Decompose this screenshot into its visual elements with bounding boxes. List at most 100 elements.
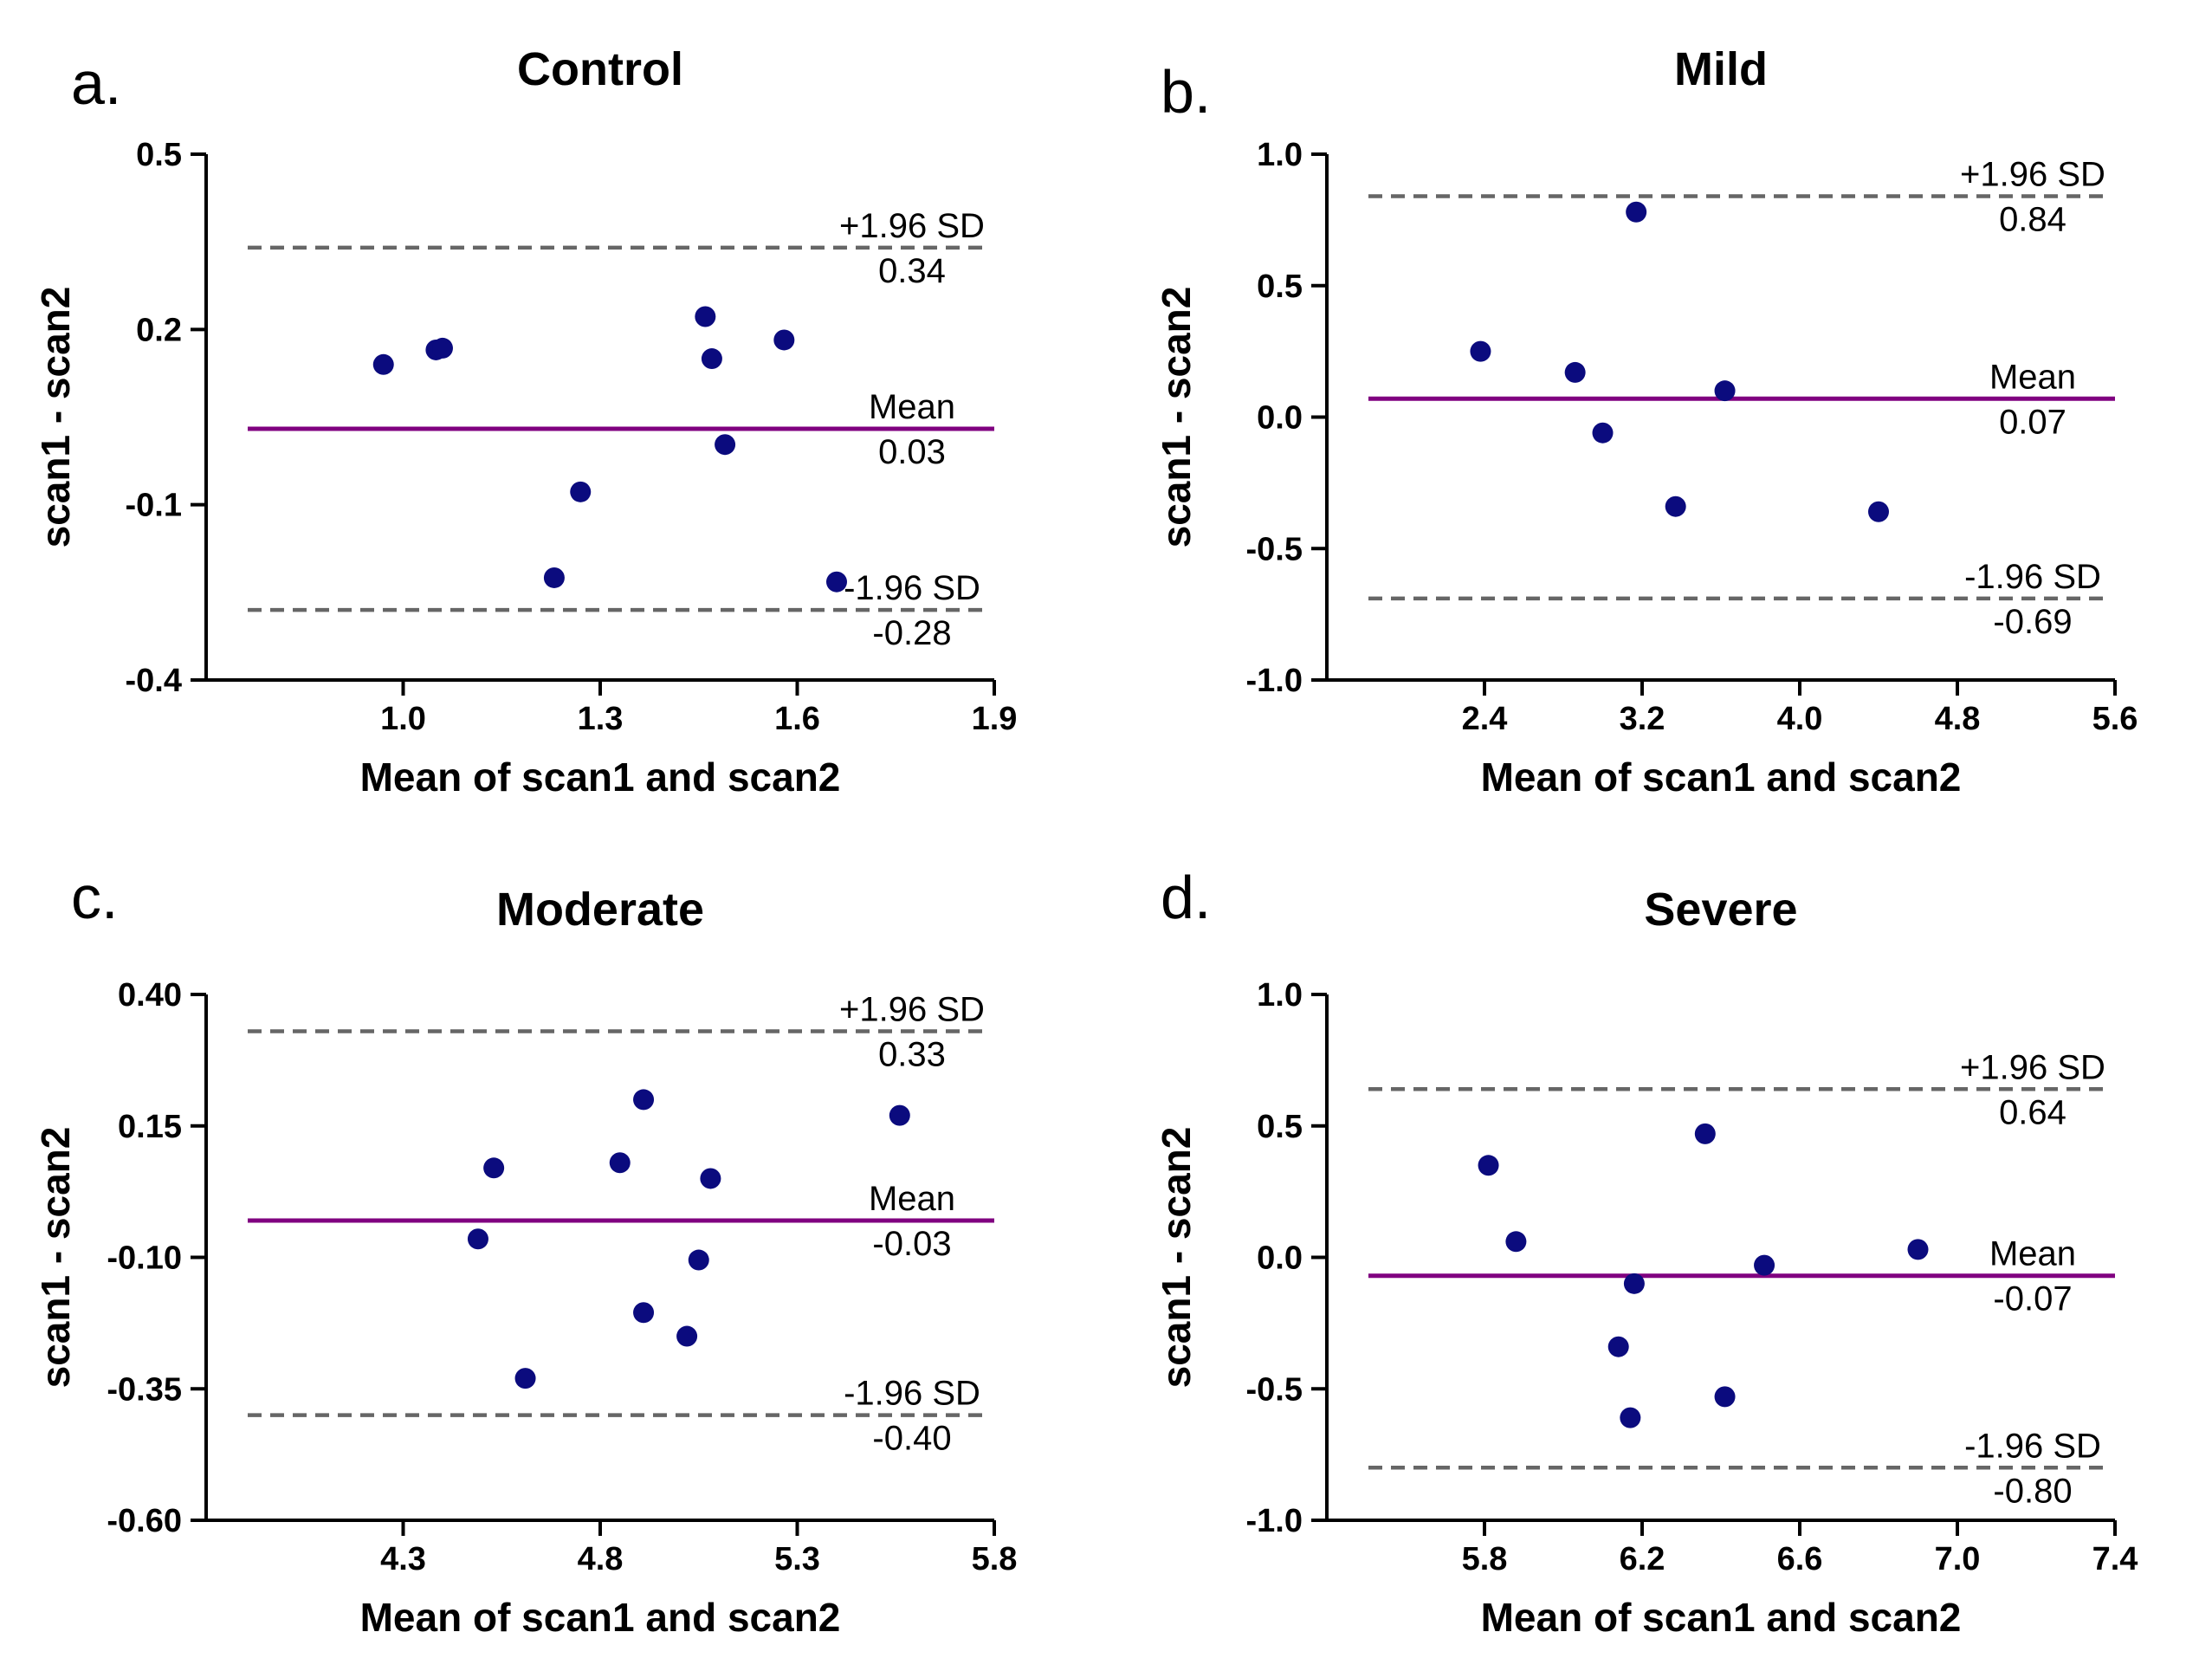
chart-panel-mild: b. Mild 1.0 0.5 0.0 -0.5 -1.0 2.4 3.2 4.0 4.8 5.6 Me… — [1154, 43, 2138, 800]
y-tick-label: 0.5 — [136, 137, 182, 173]
data-point — [1714, 1386, 1736, 1408]
y-tick-label: 0.0 — [1257, 1240, 1303, 1277]
y-tick-label: 0.5 — [1257, 269, 1303, 305]
lower-limit-value: -0.40 — [872, 1420, 951, 1458]
x-tick-label: 5.8 — [972, 1541, 1018, 1577]
x-tick-label: 6.6 — [1777, 1541, 1823, 1577]
mean-label: Mean — [1989, 358, 2076, 396]
data-point — [1626, 201, 1647, 223]
upper-limit-label: +1.96 SD — [1960, 156, 2105, 194]
chart-panel-control: a. Control 0.5 0.2 -0.1 -0.4 1.0 1.3 1.6 1.9 Mean … — [33, 43, 1017, 800]
data-point — [570, 481, 592, 502]
mean-value: -0.03 — [872, 1225, 951, 1263]
x-tick-label: 1.3 — [578, 701, 624, 737]
y-axis-label: scan1 - scan2 — [33, 287, 78, 548]
y-tick-label: 0.5 — [1257, 1109, 1303, 1145]
data-point — [1607, 1336, 1629, 1357]
data-point — [1754, 1254, 1775, 1276]
x-axis-label: Mean of scan1 and scan2 — [360, 1595, 841, 1640]
mean-value: 0.07 — [1999, 403, 2066, 441]
x-tick-label: 5.6 — [2092, 701, 2138, 737]
panel-title: Control — [517, 43, 683, 95]
lower-limit-label: -1.96 SD — [1964, 558, 2101, 596]
x-axis-label: Mean of scan1 and scan2 — [1481, 755, 1962, 800]
data-point — [609, 1152, 631, 1174]
data-point — [1623, 1273, 1645, 1294]
data-point — [889, 1104, 910, 1126]
panel-title: Severe — [1644, 884, 1797, 936]
panel-letter: c. — [71, 864, 118, 931]
x-tick-label: 4.8 — [1935, 701, 1981, 737]
lower-limit-value: -0.69 — [1993, 603, 2072, 641]
data-point — [1620, 1407, 1641, 1428]
y-tick-label: 0.0 — [1257, 400, 1303, 437]
y-tick-label: 0.15 — [118, 1109, 182, 1145]
chart-panel-severe: d. Severe 1.0 0.5 0.0 -0.5 -1.0 5.8 6.2 6.6 7.0 7.4… — [1154, 864, 2138, 1640]
upper-limit-value: 0.64 — [1999, 1093, 2066, 1131]
upper-limit-label: +1.96 SD — [839, 990, 985, 1028]
panel-letter: d. — [1161, 864, 1211, 931]
mean-label: Mean — [869, 388, 955, 426]
y-tick-label: -0.5 — [1246, 531, 1303, 567]
chart-panel-moderate: c. Moderate 0.40 0.15 -0.10 -0.35 -0.60 4.3 4.8 5… — [33, 864, 1017, 1640]
data-point — [543, 567, 565, 588]
x-tick-label: 5.3 — [774, 1541, 820, 1577]
upper-limit-value: 0.33 — [878, 1035, 946, 1073]
y-tick-label: -0.5 — [1246, 1371, 1303, 1408]
data-point — [700, 1168, 721, 1189]
y-tick-label: -0.10 — [107, 1240, 182, 1277]
x-tick-label: 2.4 — [1462, 701, 1508, 737]
x-tick-label: 7.4 — [2092, 1541, 2138, 1577]
y-tick-label: -0.4 — [126, 663, 182, 699]
data-point — [1592, 422, 1614, 444]
data-point — [467, 1228, 488, 1250]
data-point — [514, 1368, 536, 1389]
data-point — [1694, 1123, 1716, 1144]
lower-limit-label: -1.96 SD — [1964, 1427, 2101, 1465]
x-tick-label: 4.0 — [1777, 701, 1823, 737]
x-tick-label: 5.8 — [1462, 1541, 1508, 1577]
x-tick-label: 4.3 — [380, 1541, 426, 1577]
upper-limit-value: 0.84 — [1999, 201, 2066, 239]
upper-limit-value: 0.34 — [878, 252, 946, 290]
data-point — [1505, 1231, 1527, 1253]
y-tick-label: -1.0 — [1246, 1503, 1303, 1539]
y-tick-label: -0.1 — [126, 488, 182, 524]
data-point — [715, 434, 736, 456]
y-tick-label: -0.60 — [107, 1503, 182, 1539]
mean-label: Mean — [869, 1180, 955, 1218]
data-point — [483, 1157, 505, 1179]
y-axis-label: scan1 - scan2 — [33, 1127, 78, 1389]
data-point — [633, 1089, 655, 1111]
x-tick-label: 1.6 — [774, 701, 820, 737]
x-axis-label: Mean of scan1 and scan2 — [360, 755, 841, 800]
panel-title: Moderate — [496, 884, 704, 936]
upper-limit-label: +1.96 SD — [839, 207, 985, 245]
y-axis-label: scan1 - scan2 — [1154, 1127, 1199, 1389]
data-point — [1564, 361, 1586, 383]
mean-label: Mean — [1989, 1235, 2076, 1273]
data-point — [688, 1249, 709, 1271]
y-tick-label: 0.2 — [136, 312, 182, 348]
x-tick-label: 3.2 — [1620, 701, 1665, 737]
upper-limit-label: +1.96 SD — [1960, 1048, 2105, 1086]
mean-value: -0.07 — [1993, 1280, 2072, 1318]
x-tick-label: 4.8 — [578, 1541, 624, 1577]
data-point — [676, 1325, 698, 1347]
data-point — [1714, 380, 1736, 402]
x-tick-label: 1.9 — [972, 701, 1018, 737]
panel-title: Mild — [1674, 43, 1768, 95]
lower-limit-label: -1.96 SD — [844, 569, 980, 607]
x-tick-label: 6.2 — [1620, 1541, 1665, 1577]
lower-limit-value: -0.28 — [872, 614, 951, 652]
y-tick-label: 1.0 — [1257, 977, 1303, 1014]
x-axis-label: Mean of scan1 and scan2 — [1481, 1595, 1962, 1640]
x-tick-label: 1.0 — [380, 701, 426, 737]
panel-letter: b. — [1161, 58, 1211, 126]
data-point — [1665, 495, 1686, 517]
data-point — [372, 353, 394, 375]
y-tick-label: 1.0 — [1257, 137, 1303, 173]
data-point — [633, 1302, 655, 1324]
data-point — [826, 571, 847, 593]
